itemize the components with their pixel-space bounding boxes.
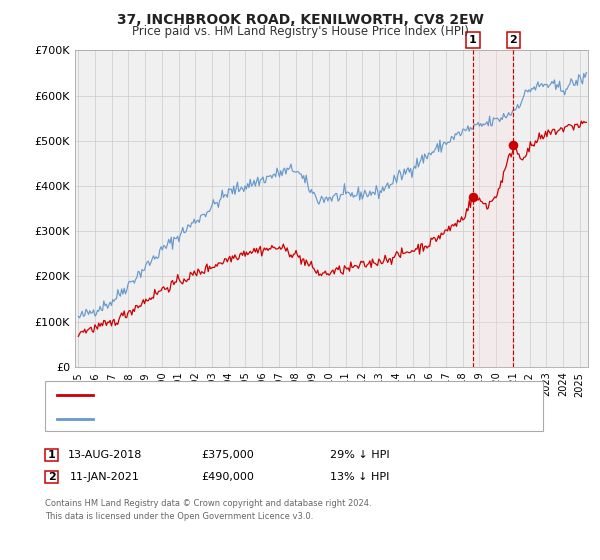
Bar: [473, 50, 514, 367]
Text: 37, INCHBROOK ROAD, KENILWORTH, CV8 2EW: 37, INCHBROOK ROAD, KENILWORTH, CV8 2EW: [116, 13, 484, 27]
Text: 1: 1: [48, 450, 55, 460]
Text: 1: 1: [469, 35, 477, 45]
Text: 13% ↓ HPI: 13% ↓ HPI: [331, 472, 389, 482]
Text: 13-AUG-2018: 13-AUG-2018: [68, 450, 142, 460]
Text: 2: 2: [509, 35, 517, 45]
Text: 29% ↓ HPI: 29% ↓ HPI: [330, 450, 390, 460]
Text: HPI: Average price, detached house, Warwick: HPI: Average price, detached house, Warw…: [99, 414, 335, 423]
Point: [509, 141, 518, 150]
Text: This data is licensed under the Open Government Licence v3.0.: This data is licensed under the Open Gov…: [45, 512, 313, 521]
Text: 2: 2: [48, 472, 55, 482]
Text: Price paid vs. HM Land Registry's House Price Index (HPI): Price paid vs. HM Land Registry's House …: [131, 25, 469, 39]
Text: 37, INCHBROOK ROAD, KENILWORTH, CV8 2EW (detached house): 37, INCHBROOK ROAD, KENILWORTH, CV8 2EW …: [99, 390, 439, 400]
Point: [468, 193, 478, 202]
Text: 11-JAN-2021: 11-JAN-2021: [70, 472, 140, 482]
Text: Contains HM Land Registry data © Crown copyright and database right 2024.: Contains HM Land Registry data © Crown c…: [45, 500, 371, 508]
Text: £375,000: £375,000: [202, 450, 254, 460]
Text: £490,000: £490,000: [202, 472, 254, 482]
